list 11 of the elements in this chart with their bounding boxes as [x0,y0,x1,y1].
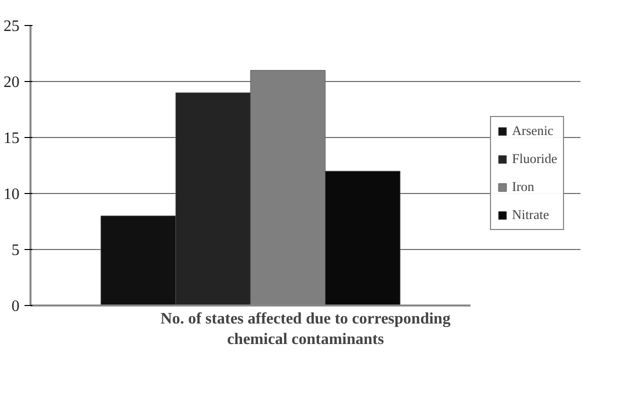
y-tick-label: 0 [12,298,20,315]
legend-label: Nitrate [512,207,550,223]
x-axis-title: No. of states affected due to corresponding chemical contaminants [160,310,450,348]
legend-label: Iron [512,179,534,195]
y-tick-label: 20 [4,74,20,91]
y-tick-label: 10 [4,186,20,203]
y-tick-label: 5 [12,242,20,259]
y-tick-label: 25 [4,18,20,35]
legend-label: Arsenic [512,123,554,139]
y-tick-label: 15 [4,130,20,147]
legend-label: Fluoride [512,151,558,167]
